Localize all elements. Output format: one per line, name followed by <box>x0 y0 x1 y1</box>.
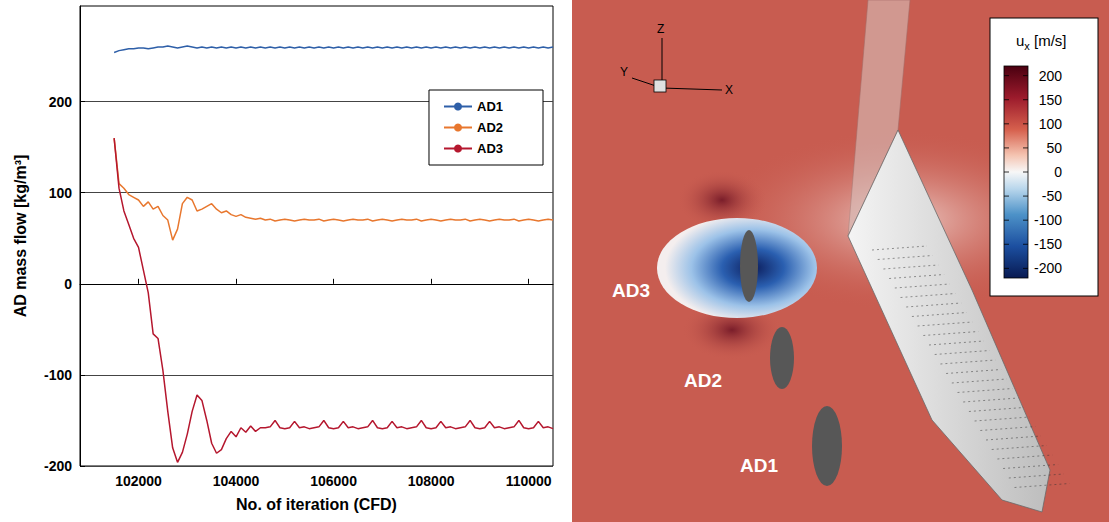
svg-text:-100: -100 <box>44 367 72 383</box>
svg-text:0: 0 <box>1054 164 1062 180</box>
svg-text:50: 50 <box>1046 140 1062 156</box>
svg-text:ux [m/s]: ux [m/s] <box>1016 32 1067 52</box>
svg-text:AD1: AD1 <box>477 99 503 114</box>
svg-text:200: 200 <box>1039 68 1063 84</box>
svg-text:Y: Y <box>620 65 628 79</box>
svg-text:100: 100 <box>49 185 73 201</box>
svg-text:AD3: AD3 <box>612 280 650 301</box>
svg-text:-200: -200 <box>1034 260 1062 276</box>
svg-text:AD2: AD2 <box>477 120 503 135</box>
svg-text:Z: Z <box>657 22 664 36</box>
svg-text:X: X <box>725 83 733 97</box>
svg-text:0: 0 <box>64 276 72 292</box>
svg-text:-50: -50 <box>1042 188 1062 204</box>
svg-text:200: 200 <box>49 94 73 110</box>
svg-text:-200: -200 <box>44 458 72 474</box>
svg-text:AD1: AD1 <box>740 455 778 476</box>
svg-text:106000: 106000 <box>310 473 357 489</box>
svg-text:104000: 104000 <box>213 473 260 489</box>
svg-text:AD2: AD2 <box>684 370 722 391</box>
svg-text:No. of iteration (CFD): No. of iteration (CFD) <box>236 496 397 513</box>
svg-text:102000: 102000 <box>115 473 162 489</box>
svg-text:150: 150 <box>1039 92 1063 108</box>
svg-text:AD3: AD3 <box>477 141 503 156</box>
svg-text:-100: -100 <box>1034 212 1062 228</box>
svg-text:AD mass flow [kg/m³]: AD mass flow [kg/m³] <box>12 155 29 318</box>
svg-text:-150: -150 <box>1034 236 1062 252</box>
svg-text:100: 100 <box>1039 116 1063 132</box>
svg-text:110000: 110000 <box>506 473 552 489</box>
svg-text:108000: 108000 <box>408 473 455 489</box>
